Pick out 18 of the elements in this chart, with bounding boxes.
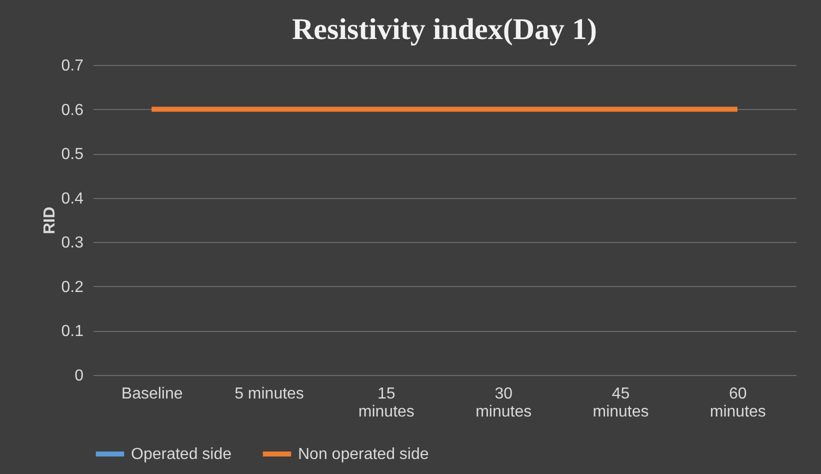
legend-label: Non operated side (298, 446, 429, 463)
y-tick-label: 0.4 (61, 190, 84, 208)
x-tick-label: 60 minutes (710, 386, 766, 420)
y-tick-label: 0.6 (61, 102, 84, 119)
y-tick-label: 0.2 (61, 278, 84, 296)
chart-title: Resistivity index(Day 1) (292, 13, 597, 46)
x-tick-label: 5 minutes (234, 386, 304, 402)
x-tick-label: Baseline (121, 386, 183, 402)
y-tick-label: 0.5 (61, 146, 84, 164)
x-tick-label: 45 minutes (592, 386, 649, 420)
y-axis-title: RID (41, 206, 58, 234)
y-tick-label: 0.7 (61, 58, 84, 74)
y-tick-label: 0 (74, 368, 84, 384)
legend-label: Operated side (131, 446, 232, 463)
y-tick-label: 0.1 (61, 323, 84, 340)
y-tick-label: 0.3 (61, 234, 84, 252)
x-tick-label: 15 minutes (358, 386, 414, 420)
x-tick-label: 30 minutes (476, 386, 532, 420)
